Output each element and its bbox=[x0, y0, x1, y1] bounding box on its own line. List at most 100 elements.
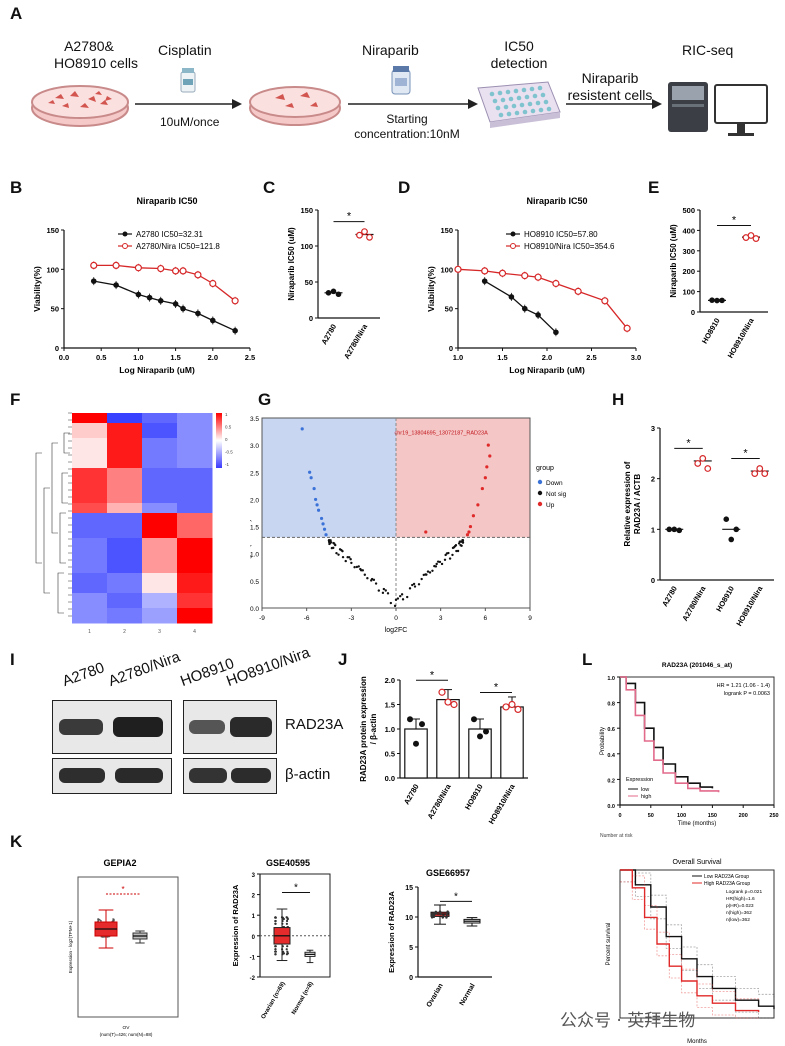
data-point bbox=[180, 305, 186, 312]
point-down bbox=[324, 533, 328, 537]
data-point bbox=[666, 526, 673, 533]
sequencer-icon bbox=[668, 82, 768, 136]
ic50-label-line2: detection bbox=[490, 55, 548, 71]
heatmap-cell bbox=[177, 413, 213, 424]
y-tick-label: 1 bbox=[252, 914, 256, 920]
y-tick-label: 2.5 bbox=[250, 470, 259, 477]
category-label: Normal bbox=[459, 982, 477, 1006]
ricseq-label: RIC-seq bbox=[682, 42, 734, 58]
y-tick-label: 150 bbox=[46, 226, 59, 235]
data-point bbox=[413, 740, 419, 747]
y-tick-label: 1.0 bbox=[607, 676, 615, 682]
panel-letter-h: H bbox=[612, 390, 625, 409]
data-point bbox=[514, 705, 522, 714]
chart-g-volcano: 0.0 0.5 1.0 1.5 2.0 2.5 3.0 3.5 -9 -6 -3 0 3 6 9 log2FC… bbox=[250, 416, 567, 634]
heatmap-cell bbox=[142, 423, 178, 439]
jitter-point bbox=[103, 936, 105, 938]
point-notsig bbox=[456, 549, 460, 553]
confidence-band bbox=[620, 881, 759, 1019]
x-tick-label: 0.5 bbox=[96, 353, 106, 362]
legend-label: low bbox=[641, 787, 649, 793]
legend-label: -0.5 bbox=[225, 450, 233, 455]
x-tick-label: 0 bbox=[618, 813, 621, 819]
data-point bbox=[553, 329, 559, 336]
point-up bbox=[468, 524, 473, 529]
data-point bbox=[574, 287, 582, 295]
heatmap-cell bbox=[142, 468, 178, 504]
chart-f-heatmap: 1 2 3 4 1 0.5 0 -0.5 -1 bbox=[35, 412, 233, 635]
y-tick-label: -2 bbox=[250, 976, 256, 982]
heatmap-cell bbox=[72, 573, 108, 594]
legend-label: HO8910 IC50=57.80 bbox=[524, 230, 598, 239]
data-point bbox=[752, 235, 760, 242]
point-notsig bbox=[420, 577, 423, 581]
heatmap-cell bbox=[107, 573, 143, 594]
heatmap-cell bbox=[72, 413, 108, 424]
heatmap-cell bbox=[107, 468, 143, 504]
niraparib-note-line2: concentration:10nM bbox=[354, 127, 460, 141]
point-down bbox=[314, 497, 318, 502]
point-notsig bbox=[399, 594, 402, 598]
point-up bbox=[465, 533, 470, 537]
chart-c: 0 50 100 150 A2780 A2780/Nira * Niraparib IC50 … bbox=[287, 206, 380, 361]
jitter-point bbox=[282, 952, 286, 955]
point-up bbox=[488, 454, 492, 458]
chart-title: GSE66957 bbox=[426, 868, 470, 878]
jitter-point bbox=[439, 913, 443, 916]
heatmap-cell bbox=[142, 513, 178, 539]
legend-label: HO8910/Nira IC50=354.6 bbox=[524, 242, 615, 251]
jitter-point bbox=[286, 950, 289, 953]
series-line bbox=[93, 280, 236, 332]
heatmap-cell bbox=[177, 573, 213, 594]
band bbox=[59, 719, 103, 735]
point-notsig bbox=[461, 538, 465, 542]
legend-title: Expression bbox=[626, 777, 653, 783]
x-tick-label: 3.0 bbox=[631, 353, 641, 362]
down-region bbox=[262, 418, 396, 538]
point-notsig bbox=[327, 540, 331, 544]
y-tick-label: 3.0 bbox=[250, 443, 259, 450]
y-tick-label: 0.0 bbox=[607, 804, 615, 810]
point-notsig bbox=[448, 557, 452, 560]
panel-letter-d: D bbox=[398, 178, 411, 197]
data-point bbox=[134, 264, 142, 272]
niraparib-note-line1: Starting bbox=[386, 112, 428, 126]
y-tick-label: 0.4 bbox=[607, 753, 616, 759]
x-axis-title: Time (months) bbox=[678, 821, 716, 827]
point-notsig bbox=[350, 561, 353, 565]
y-tick-label: 0 bbox=[691, 308, 695, 317]
category-label: A2780 bbox=[319, 323, 338, 347]
data-point bbox=[146, 294, 153, 301]
point-down bbox=[316, 508, 321, 512]
data-point bbox=[366, 233, 373, 241]
y-tick-label: 100 bbox=[440, 265, 453, 274]
x-tick-label: 2.5 bbox=[245, 353, 255, 362]
dendrogram-branch bbox=[63, 432, 70, 454]
heatmap-cell bbox=[72, 438, 108, 469]
point-notsig bbox=[389, 601, 393, 605]
point-notsig bbox=[327, 538, 331, 542]
y-tick-label: 0 bbox=[252, 935, 256, 941]
cells-label-line1: A2780& bbox=[64, 38, 114, 54]
point-notsig bbox=[335, 551, 338, 555]
heatmap-cell bbox=[177, 503, 213, 514]
point-notsig bbox=[428, 571, 432, 574]
data-point bbox=[194, 271, 202, 279]
point-notsig bbox=[440, 562, 444, 566]
heatmap-cell bbox=[107, 593, 143, 609]
jitter-point bbox=[274, 948, 277, 951]
point-notsig bbox=[436, 560, 440, 563]
y-tick-label: 0.2 bbox=[607, 778, 615, 784]
data-point bbox=[704, 465, 712, 472]
data-point bbox=[112, 261, 120, 270]
x-tick-label: 0 bbox=[394, 615, 398, 622]
y-tick-label: 0.0 bbox=[385, 774, 395, 783]
point-notsig bbox=[425, 573, 428, 576]
chart-e: 0 100 200 300 400 500 HO8910 HO8910/Nira * Nirapa… bbox=[669, 206, 768, 360]
y-tick-label: 0.8 bbox=[607, 702, 615, 708]
chart-l1-km: RAD23A (201046_s_at) 0.0 0.2 0.4 0.6 0.8 1.0 0 5… bbox=[600, 662, 779, 839]
heatmap-cell bbox=[107, 538, 143, 574]
point-notsig bbox=[460, 544, 463, 547]
point-down bbox=[319, 516, 324, 521]
point-notsig bbox=[426, 570, 430, 573]
